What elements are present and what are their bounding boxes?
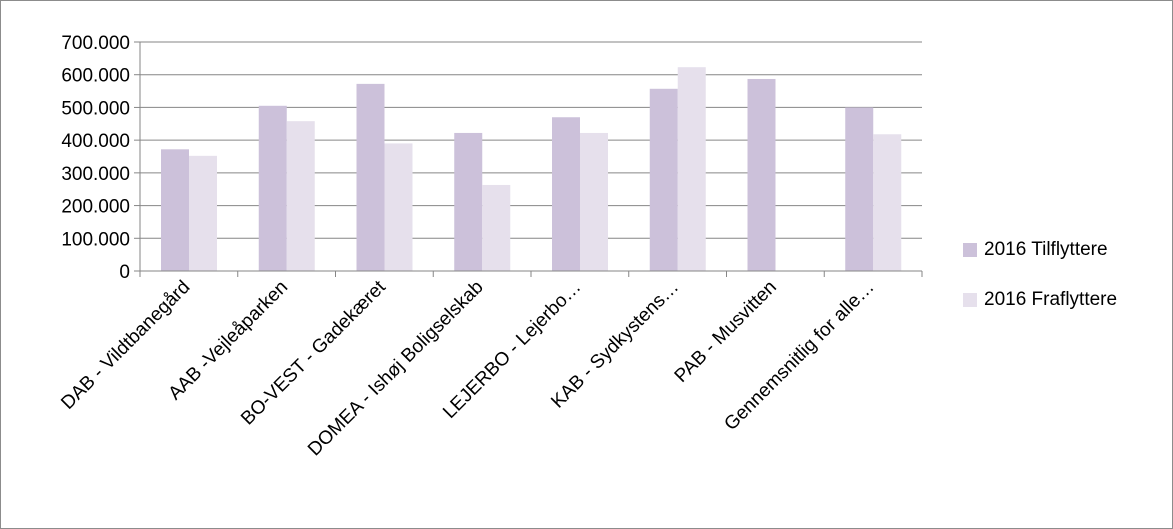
legend-item: 2016 Tilflyttere (963, 237, 1117, 263)
bar-fraflyttere (482, 184, 511, 271)
legend-swatch (963, 243, 977, 257)
bar-tilflyttere (258, 105, 287, 272)
bar-tilflyttere (747, 78, 776, 272)
gridlines (134, 41, 922, 272)
y-tick-label: 400.000 (61, 131, 130, 152)
bar-fraflyttere (384, 143, 413, 271)
y-tick-label: 100.000 (61, 229, 130, 250)
bar-tilflyttere (161, 149, 189, 271)
bar-fraflyttere (189, 155, 217, 271)
bar-tilflyttere (356, 83, 385, 271)
legend-item: 2016 Fraflyttere (963, 287, 1117, 313)
bar-fraflyttere (677, 67, 706, 271)
legend-label: 2016 Fraflyttere (984, 289, 1118, 310)
bar-tilflyttere (845, 107, 874, 271)
bars (161, 67, 902, 272)
x-category-label: PAB - Musvitten (671, 277, 781, 387)
legend: 2016 Tilflyttere 2016 Fraflyttere (963, 237, 1117, 337)
y-tick-label: 300.000 (61, 164, 130, 185)
y-tick-label: 200.000 (61, 197, 130, 218)
y-tick-label: 700.000 (61, 33, 130, 54)
bar-tilflyttere (454, 132, 483, 271)
x-category-label: DOMEA - Ishøj Boligselskab (304, 277, 488, 461)
y-tick-labels: 0 100.000 200.000 300.000 400.000 500.000 600.… (61, 33, 130, 283)
legend-label: 2016 Tilflyttere (984, 239, 1108, 260)
bar-fraflyttere (286, 121, 315, 271)
axes (139, 42, 923, 277)
legend-swatch (963, 293, 977, 307)
y-tick-label: 500.000 (61, 98, 130, 119)
y-tick-label: 0 (119, 262, 130, 283)
bar-fraflyttere (873, 134, 902, 271)
bar-tilflyttere (649, 88, 678, 271)
y-tick-label: 600.000 (61, 66, 130, 87)
bar-tilflyttere (552, 117, 580, 271)
bar-fraflyttere (580, 132, 608, 271)
